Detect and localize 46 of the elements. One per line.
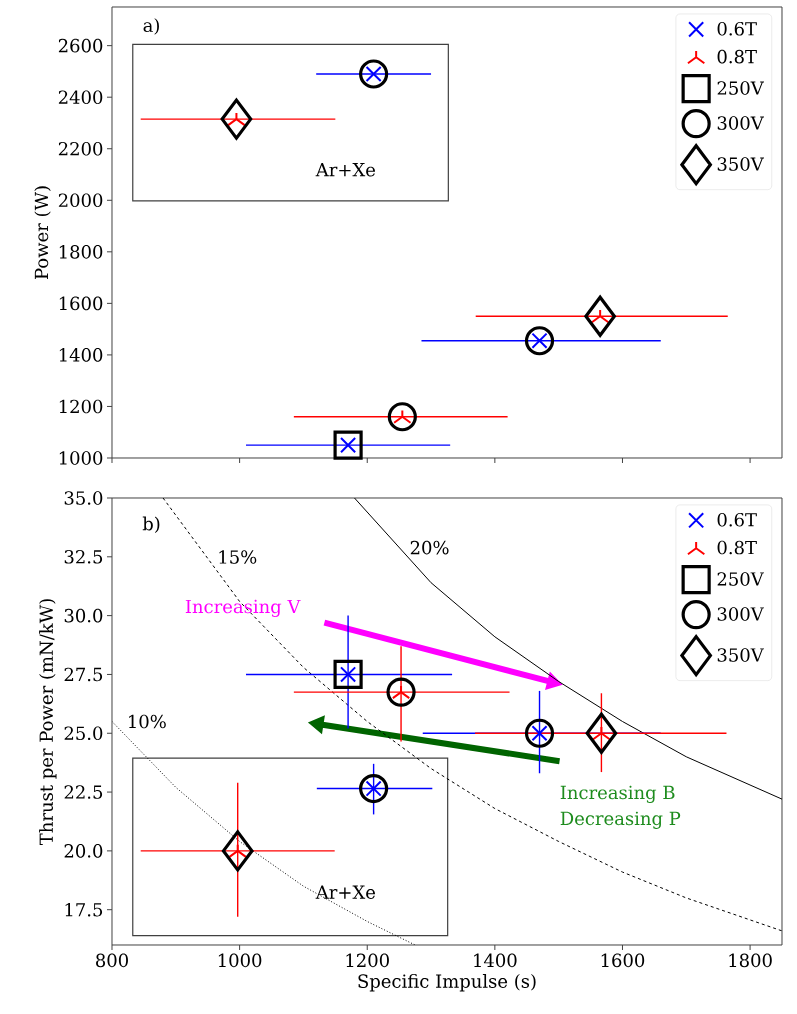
legend-label: 300V [717, 607, 764, 621]
y-tick-label: 25.0 [64, 726, 103, 741]
legend-label: 0.8T [717, 49, 757, 64]
x-tick-label: 1200 [346, 953, 389, 968]
annotation: 15% [219, 550, 257, 564]
y-tick-label: 32.5 [64, 550, 103, 564]
y-tick-label: 27.5 [64, 667, 103, 682]
y-tick-label: 2200 [58, 141, 103, 156]
legend-label: 350V [717, 648, 764, 662]
x-tick-label: 1000 [218, 953, 262, 968]
legend-label: 250V [717, 572, 764, 586]
y-tick-label: 1800 [59, 245, 103, 259]
y-tick-label: 1400 [59, 348, 103, 362]
y-tick-label: 1600 [59, 296, 103, 311]
annotation: 10% [129, 714, 166, 729]
annotation: Decreasing P [560, 811, 681, 829]
annotation: Ar+Xe [315, 885, 375, 899]
y-tick-label: 20.0 [64, 844, 103, 858]
legend-label: 250V [717, 81, 764, 95]
y-tick-label: 1200 [59, 399, 103, 414]
annotation: Increasing V [185, 599, 301, 618]
x-tick-label: 1800 [729, 953, 772, 968]
y-tick-label: 2400 [58, 90, 103, 104]
annotation: Increasing B [560, 785, 675, 803]
x-tick-label: 800 [96, 953, 128, 968]
y-tick-label: 2600 [58, 38, 103, 53]
y-tick-label: 22.5 [64, 785, 103, 799]
y-tick-label: 17.5 [65, 902, 103, 917]
annotation: Ar+Xe [315, 163, 375, 177]
y-axis-title: Thrust per Power (mN/kW) [39, 599, 57, 846]
y-tick-label: 35.0 [64, 491, 103, 505]
legend-label: 300V [717, 116, 764, 130]
y-tick-label: 1000 [59, 451, 103, 465]
y-axis-title: Power (W) [34, 186, 51, 280]
annotation: b) [142, 516, 160, 534]
legend-label: 0.8T [717, 540, 757, 555]
x-axis-title: Specific Impulse (s) [358, 974, 536, 992]
x-tick-label: 1600 [601, 953, 645, 968]
x-tick-label: 1400 [474, 953, 517, 968]
legend-label: 0.6T [717, 21, 757, 36]
annotation: a) [143, 18, 159, 35]
y-tick-label: 30.0 [64, 608, 103, 623]
legend-label: 350V [717, 157, 764, 171]
annotation: 20% [410, 540, 449, 555]
legend-label: 0.6T [717, 512, 757, 527]
y-tick-label: 2000 [58, 193, 103, 208]
